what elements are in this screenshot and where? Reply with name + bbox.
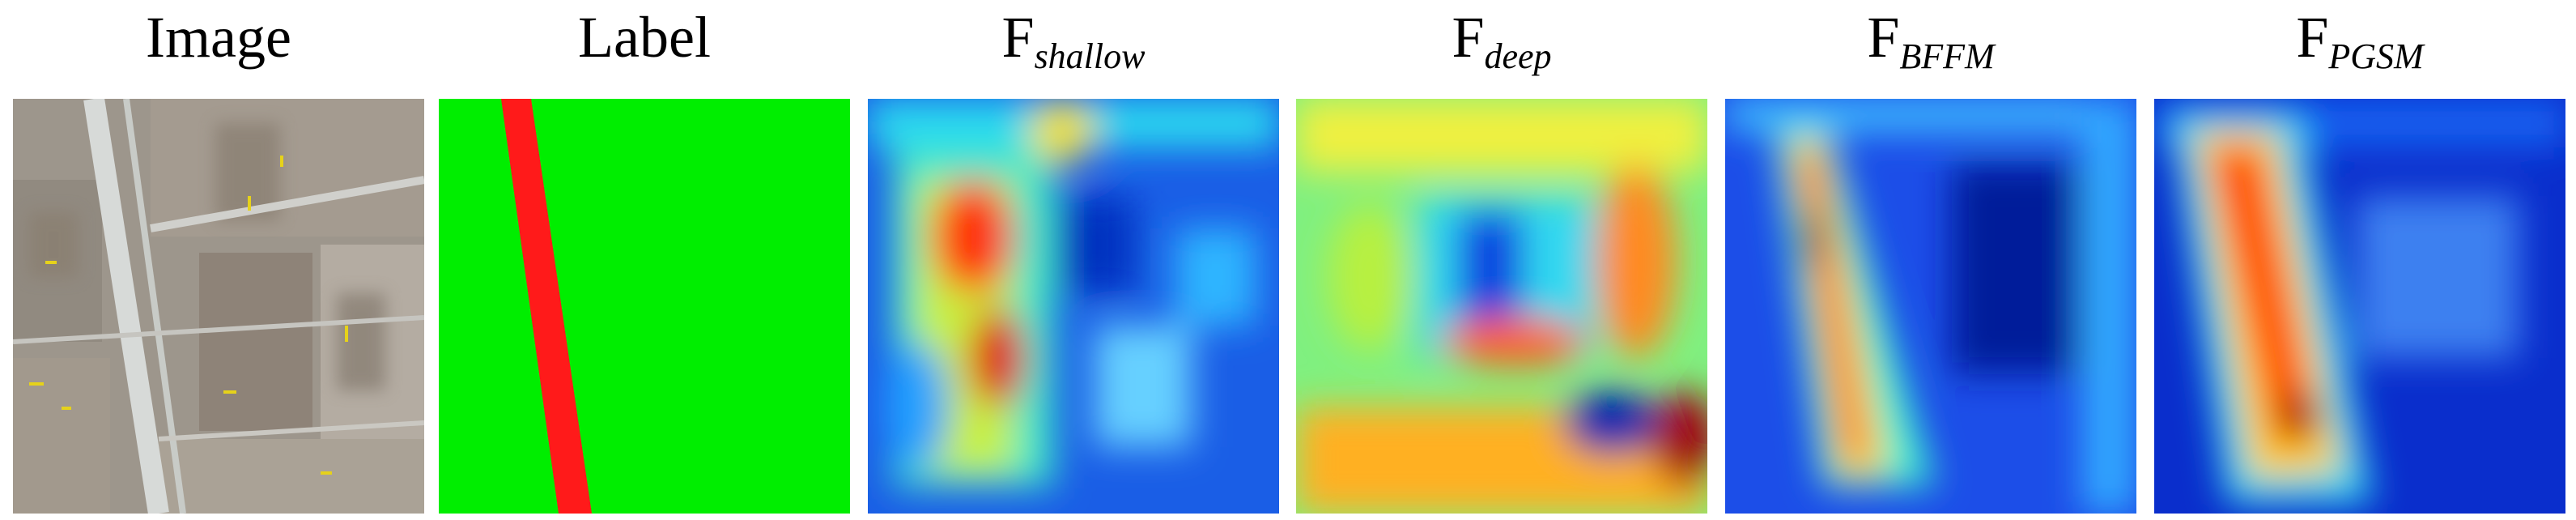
satellite-image <box>13 99 424 514</box>
heatmap <box>1725 99 2136 514</box>
title-subscript: deep <box>1484 36 1551 76</box>
panel-title: Label <box>578 5 711 70</box>
panel-title: Fdeep <box>1452 5 1551 76</box>
title-main: F <box>2296 5 2328 70</box>
title-subscript: shallow <box>1035 36 1146 76</box>
title-main: F <box>1452 5 1484 70</box>
panel-title: FPGSM <box>2296 5 2425 76</box>
title-main: F <box>1867 5 1899 70</box>
heatmap <box>868 99 1279 514</box>
title-subscript: PGSM <box>2327 36 2425 76</box>
heatmap <box>2154 99 2565 514</box>
label-mask <box>439 99 850 514</box>
panel-title: Fshallow <box>1002 5 1146 76</box>
heatmap <box>1296 99 1707 514</box>
panel-title: Image <box>146 5 291 70</box>
title-subscript: BFFM <box>1899 36 1996 76</box>
title-main: F <box>1002 5 1035 70</box>
panel-title: FBFFM <box>1867 5 1996 76</box>
